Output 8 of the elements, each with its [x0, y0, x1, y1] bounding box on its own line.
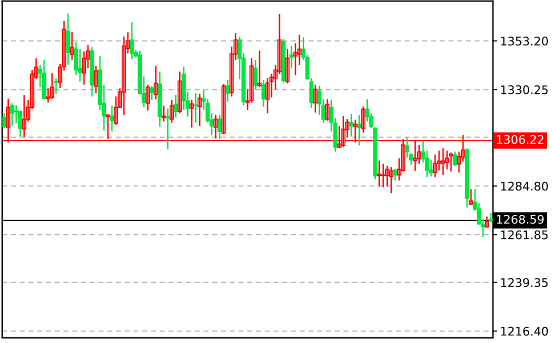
ref-line-label: 1268.59 [497, 214, 544, 224]
y-tick-label: 1216.40 [501, 326, 548, 336]
y-tick-label: 1330.25 [501, 85, 548, 94]
ref-line-label: 1306.22 [497, 135, 544, 144]
y-tick-label: 1284.80 [501, 182, 548, 191]
y-tick-label: 1261.85 [501, 230, 548, 240]
y-tick-label: 1353.20 [501, 36, 548, 46]
y-tick-label: 1239.35 [501, 278, 548, 288]
